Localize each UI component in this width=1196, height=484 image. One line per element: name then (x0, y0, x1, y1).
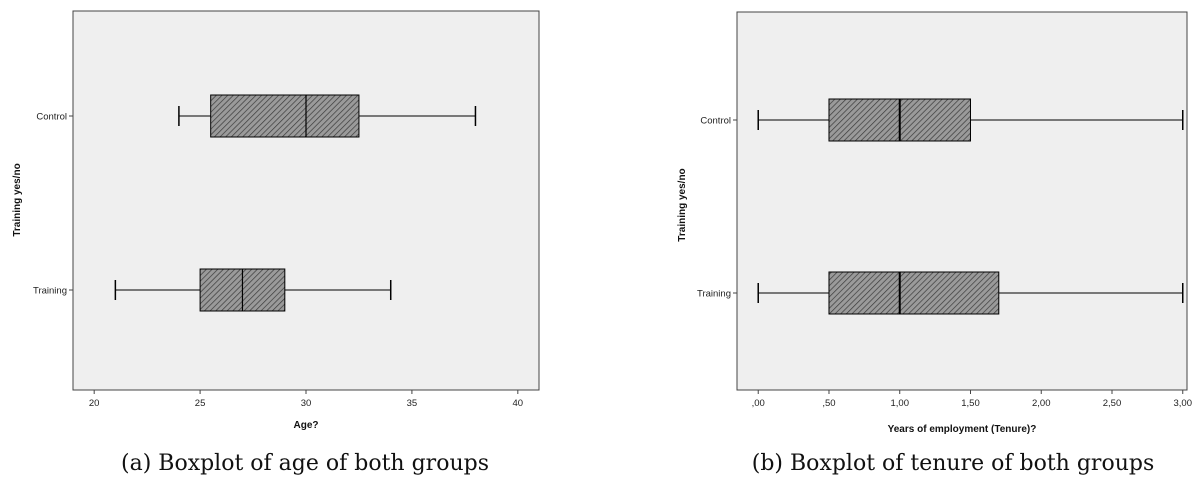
x-tick-label: 1,00 (890, 398, 909, 409)
x-tick-label: 35 (407, 398, 418, 409)
x-tick-label: 2,00 (1032, 398, 1051, 409)
boxplot-age-panel: 20 25 30 35 40 Control Training Age? Training ye… (12, 10, 540, 476)
boxplot-tenure-panel: ,00 ,50 1,00 1,50 2,00 2,50 3,00 Control Trainin… (677, 11, 1193, 476)
y-axis-title: Training yes/no (12, 163, 23, 236)
plot-area (736, 11, 1188, 391)
figure-caption: (b) Boxplot of tenure of both groups (752, 451, 1154, 476)
box-control (178, 94, 477, 138)
iqr-box (828, 271, 1000, 315)
x-tick-label: 25 (195, 398, 206, 409)
plot-area (72, 10, 540, 391)
x-tick-label: 2,50 (1103, 398, 1122, 409)
y-tick-label: Training (33, 286, 67, 297)
y-axis-title: Training yes/no (677, 168, 688, 241)
box-training (114, 268, 392, 312)
figure-caption: (a) Boxplot of age of both groups (121, 451, 489, 476)
x-tick-label: ,00 (752, 398, 765, 409)
x-tick-label: 20 (89, 398, 100, 409)
x-tick-label: 3,00 (1174, 398, 1193, 409)
y-tick-label: Control (700, 116, 731, 127)
x-tick-label: 30 (301, 398, 312, 409)
x-tick-label: ,50 (822, 398, 835, 409)
box-training (757, 271, 1184, 315)
y-tick-label: Training (697, 289, 731, 300)
y-tick-label: Control (36, 112, 67, 123)
x-axis-title: Age? (294, 420, 319, 431)
box-control (757, 98, 1184, 142)
x-tick-label: 1,50 (961, 398, 980, 409)
x-axis-title: Years of employment (Tenure)? (888, 424, 1037, 435)
x-tick-label: 40 (513, 398, 524, 409)
iqr-box (210, 94, 360, 138)
